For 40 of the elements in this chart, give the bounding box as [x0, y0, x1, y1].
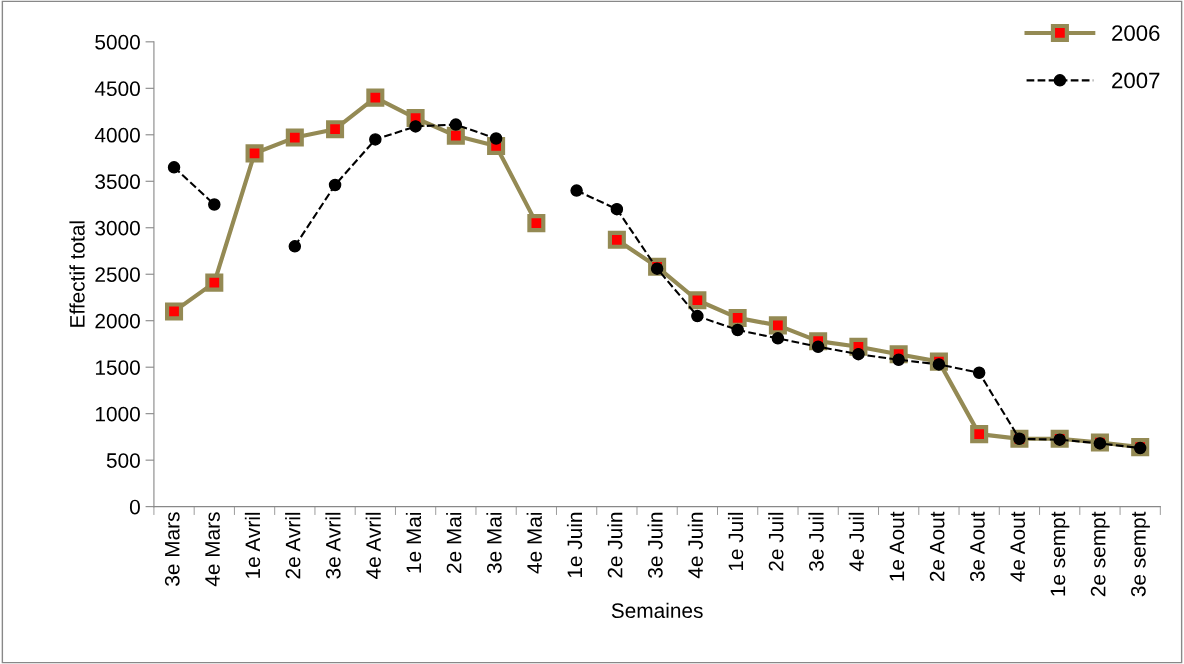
y-tick-label: 4000 [94, 127, 140, 143]
x-tick-label: 4e Mars [205, 512, 220, 587]
x-tick-label: 4e Avril [365, 512, 381, 579]
y-tick-label: 0 [129, 499, 140, 515]
x-tick-label: 3e Mai [486, 512, 502, 574]
y-tick-label: 1000 [95, 406, 140, 422]
x-tick-label: 1e sempt [1050, 511, 1070, 596]
x-tick-label: 3e Mars [164, 512, 180, 586]
x-tick-label: 3e Juil [808, 512, 824, 571]
y-tick-label: 500 [106, 453, 140, 468]
x-tick-label: 1e Aout [889, 511, 905, 581]
x-tick-label: 3e Aout [970, 511, 985, 582]
x-tick-label: 4e Juin [687, 512, 703, 579]
x-tick-label: 4e Mai [526, 512, 542, 574]
x-tick-label: 1e Juil [727, 512, 744, 571]
x-tick-label: 2e sempt [1090, 511, 1110, 597]
x-tick-label: 2e Mai [446, 512, 462, 573]
y-tick-label: 2500 [95, 267, 140, 282]
x-tick-label: 2e Aout [929, 511, 945, 582]
y-tick-label: 4500 [94, 81, 140, 97]
y-axis-title: Effectif total [69, 221, 85, 327]
y-tick-label: 1500 [95, 360, 140, 375]
x-tick-label: 1e Avril [244, 512, 261, 578]
legend-label: 2007 [1112, 72, 1160, 89]
x-tick-label: 2e Juin [607, 512, 623, 578]
x-tick-label: 3e Juin [647, 512, 663, 578]
x-axis-title: Semaines [611, 602, 703, 619]
x-tick-label: 3e sempt [1131, 511, 1150, 597]
x-tick-label: 1e Mai [405, 512, 422, 573]
y-tick-label: 2000 [95, 313, 140, 329]
x-tick-label: 2e Avril [285, 512, 301, 579]
x-tick-label: 4e Juil [848, 512, 864, 572]
x-tick-label: 1e Juin [566, 512, 583, 578]
x-tick-label: 3e Avril [325, 512, 341, 579]
y-tick-label: 3500 [95, 174, 140, 190]
y-tick-label: 5000 [95, 34, 140, 50]
y-tick-label: 3000 [95, 220, 140, 236]
x-tick-label: 2e Juil [768, 512, 784, 571]
x-tick-label: 4e Aout [1010, 511, 1026, 582]
legend-label: 2006 [1112, 25, 1160, 41]
